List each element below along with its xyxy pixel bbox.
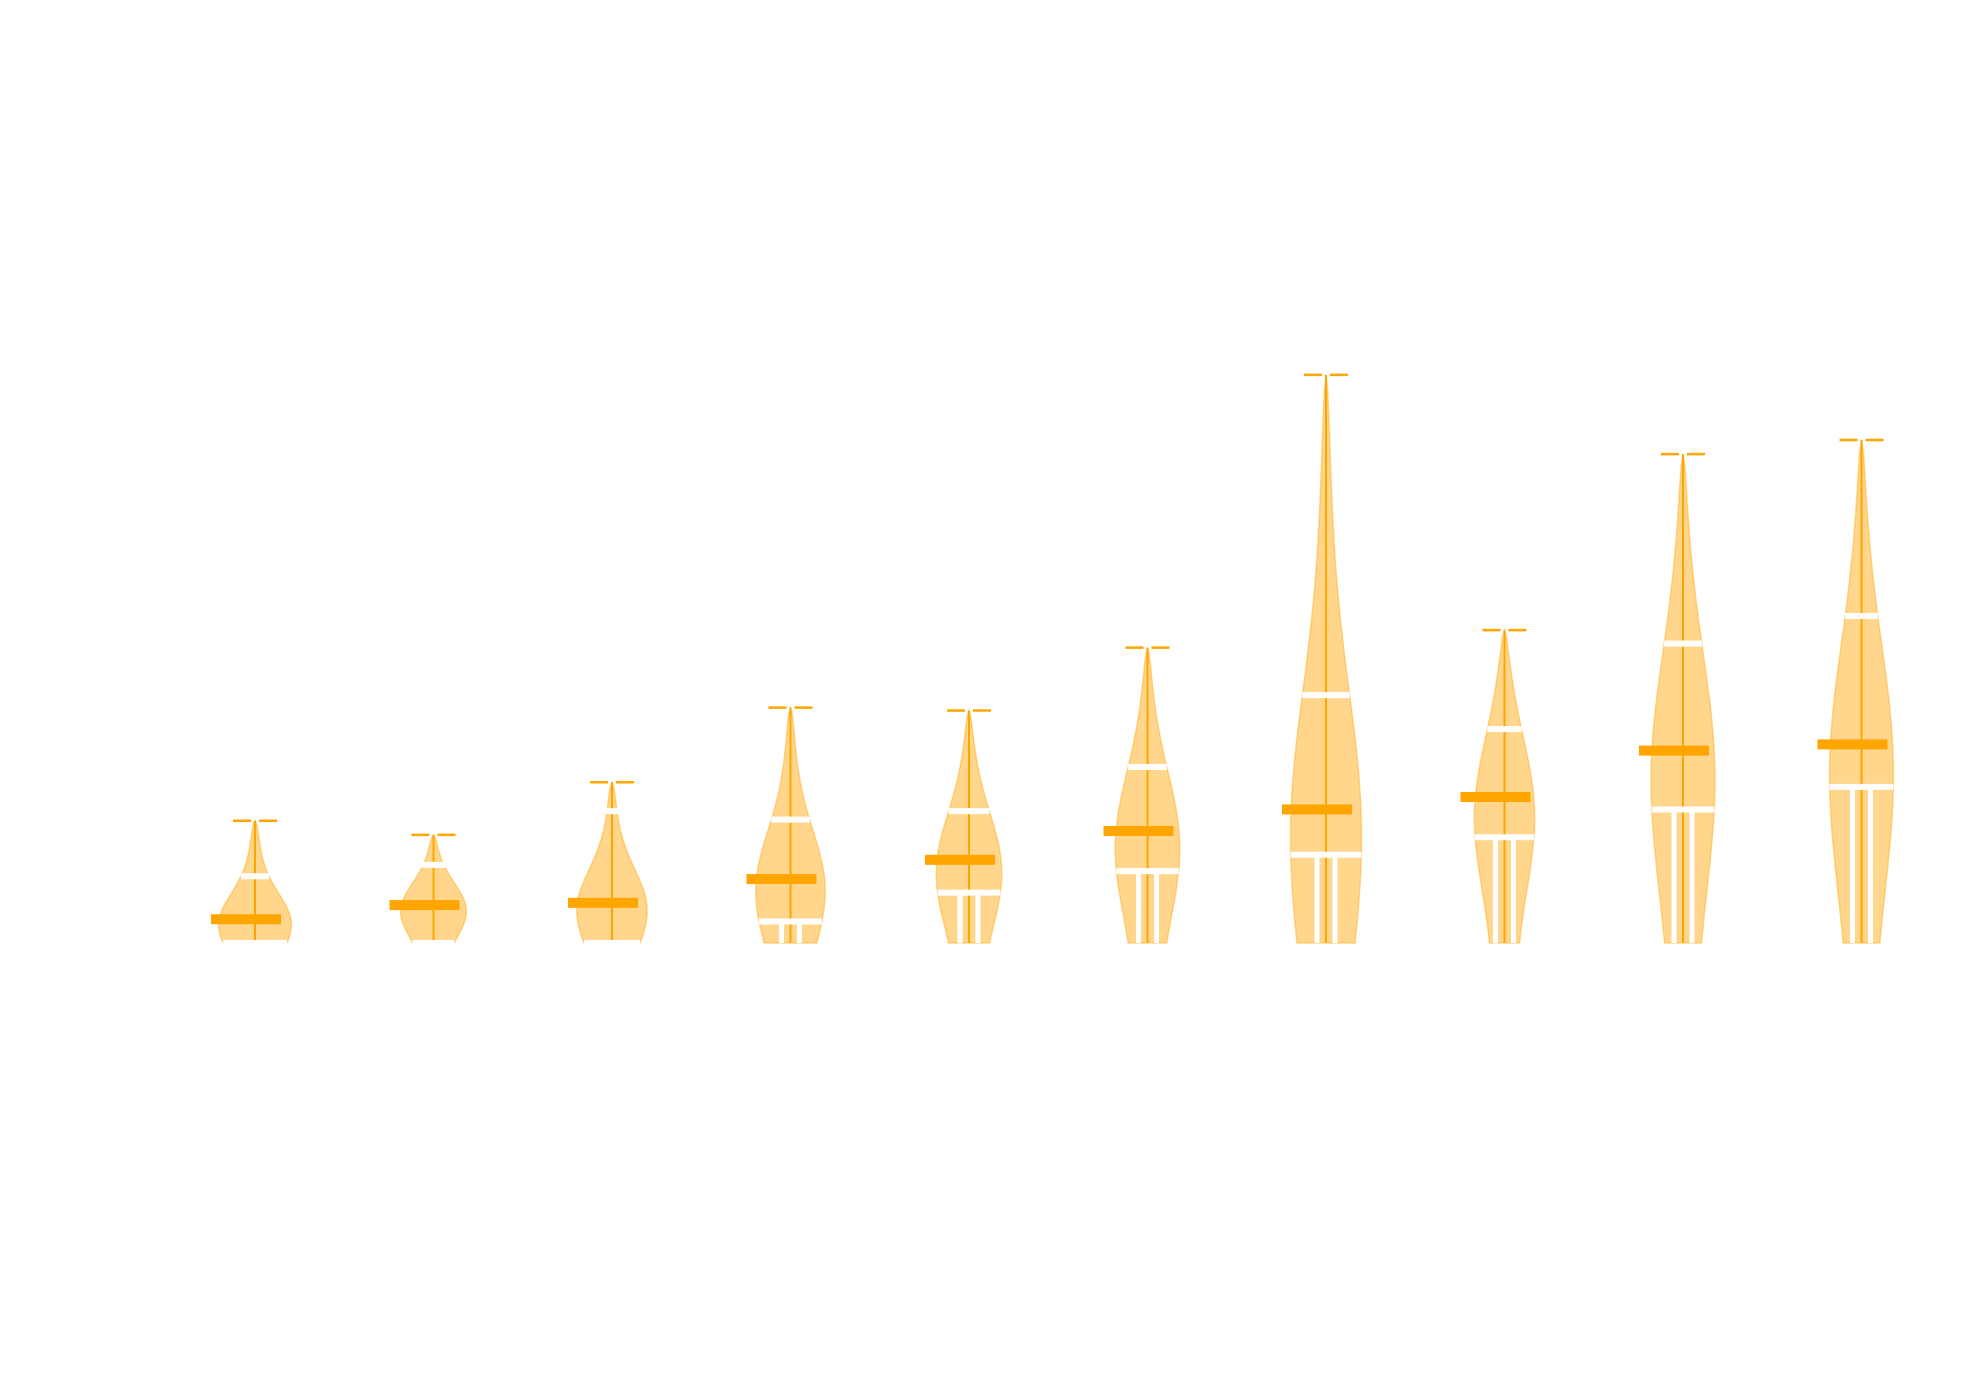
mean-bar [1103, 825, 1174, 836]
mean-bar [389, 900, 460, 911]
mean-bar [211, 914, 281, 925]
mean-bar [925, 854, 995, 865]
mean-bar [746, 874, 817, 885]
mean-bar [1460, 792, 1531, 803]
mean-bar [1282, 804, 1352, 815]
mean-bar [568, 897, 638, 908]
mean-bar [1817, 739, 1888, 750]
mean-bar [1639, 745, 1709, 756]
